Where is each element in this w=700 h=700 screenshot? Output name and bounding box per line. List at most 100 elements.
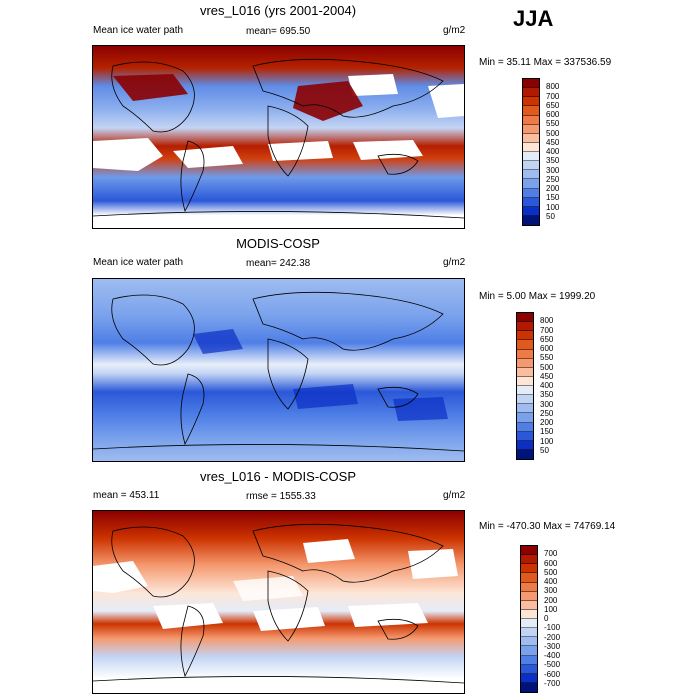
colorbar-swatch [521, 600, 537, 610]
colorbar-swatch [517, 440, 533, 450]
colorbar-swatch [521, 555, 537, 565]
panel-1-mean-label: mean= 695.50 [246, 26, 311, 37]
colorbar-swatch [521, 573, 537, 583]
panel-3-map [92, 510, 465, 694]
colorbar-tick-label: 500 [540, 362, 554, 372]
colorbar-tick-label: -200 [544, 632, 561, 642]
colorbar-swatch [523, 106, 539, 116]
colorbar-swatch [523, 133, 539, 143]
colorbar-tick-label: -300 [544, 641, 561, 651]
colorbar-swatch [523, 124, 539, 134]
panel-3-minmax: Min = -470.30 Max = 74769.14 [479, 521, 616, 532]
colorbar-tick-label: 500 [544, 567, 558, 577]
panel-3-coastlines [93, 523, 464, 684]
colorbar-swatch [521, 664, 537, 674]
panel-3-map-svg [93, 511, 464, 693]
panel-1-coastlines [93, 58, 464, 219]
panel-1-colorbar [522, 78, 540, 226]
colorbar-swatch [523, 152, 539, 162]
colorbar-tick-label: -400 [544, 651, 561, 660]
colorbar-tick-label: 300 [546, 165, 560, 175]
colorbar-tick-label: 100 [540, 436, 554, 446]
colorbar-swatch [521, 591, 537, 601]
colorbar-tick-label: 650 [540, 334, 554, 344]
colorbar-tick-label: -700 [544, 678, 561, 688]
panel-2-variable-label: Mean ice water path [93, 257, 184, 268]
colorbar-tick-label: 200 [546, 184, 560, 193]
colorbar-tick-label: 700 [540, 325, 554, 335]
colorbar-tick-label: 800 [540, 316, 554, 326]
colorbar-swatch [523, 170, 539, 180]
colorbar-swatch [523, 188, 539, 198]
colorbar-tick-label: 300 [544, 586, 558, 596]
colorbar-tick-label: 250 [546, 174, 560, 184]
colorbar-swatch [517, 404, 533, 414]
colorbar-swatch [517, 349, 533, 359]
panel-3-units: g/m2 [443, 490, 466, 501]
colorbar-swatch [523, 206, 539, 216]
panel-1-units: g/m2 [443, 25, 466, 36]
panel-2-low-patches [193, 329, 448, 421]
colorbar-tick-label: 550 [546, 119, 560, 129]
panel-3-missing-data-patches [93, 539, 458, 631]
colorbar-swatch [517, 376, 533, 386]
panel-2-title: MODIS-COSP [236, 236, 320, 251]
colorbar-tick-label: 0 [544, 614, 549, 623]
panel-2-minmax: Min = 5.00 Max = 1999.20 [479, 291, 596, 302]
panel-2-units: g/m2 [443, 257, 466, 268]
colorbar-swatch [517, 331, 533, 341]
colorbar-swatch [517, 322, 533, 332]
colorbar-tick-label: 200 [544, 595, 558, 605]
colorbar-swatch [521, 646, 537, 656]
colorbar-tick-label: 700 [544, 549, 558, 559]
colorbar-tick-label: 250 [540, 408, 554, 418]
colorbar-swatch [517, 386, 533, 396]
colorbar-swatch [517, 431, 533, 441]
colorbar-swatch [523, 79, 539, 89]
colorbar-swatch [523, 197, 539, 207]
colorbar-tick-label: 150 [540, 427, 554, 437]
panel-1-title: vres_L016 (yrs 2001-2004) [199, 3, 357, 18]
colorbar-swatch [521, 619, 537, 629]
panel-2-colorbar [516, 312, 534, 460]
colorbar-swatch [521, 582, 537, 592]
colorbar-tick-label: 150 [546, 193, 560, 203]
colorbar-tick-label: 600 [544, 558, 558, 568]
colorbar-swatch [517, 413, 533, 423]
colorbar-tick-label: -100 [544, 623, 561, 633]
colorbar-swatch [517, 367, 533, 377]
colorbar-swatch [523, 161, 539, 171]
colorbar-swatch [523, 115, 539, 125]
colorbar-tick-label: 550 [540, 353, 554, 363]
colorbar-tick-label: 400 [540, 381, 554, 390]
colorbar-swatch [521, 546, 537, 556]
panel-1-missing-data-patches [93, 74, 464, 171]
colorbar-tick-label: 350 [546, 156, 560, 166]
panel-1-high-patches [113, 74, 363, 121]
panel-3-title: vres_L016 - MODIS-COSP [199, 469, 357, 484]
colorbar-swatch [517, 340, 533, 350]
colorbar-tick-label: -600 [544, 669, 561, 679]
panel-2-coastlines [93, 291, 464, 452]
colorbar-tick-label: 500 [546, 128, 560, 138]
colorbar-tick-label: 400 [544, 577, 558, 586]
panel-2-map-svg [93, 279, 464, 461]
panel-1-variable-label: Mean ice water path [93, 25, 184, 36]
colorbar-swatch [523, 142, 539, 152]
colorbar-tick-label: 100 [546, 202, 560, 212]
colorbar-swatch [521, 637, 537, 647]
colorbar-tick-label: 650 [546, 100, 560, 110]
panel-2-mean-label: mean= 242.38 [246, 258, 311, 269]
panel-1-minmax: Min = 35.11 Max = 337536.59 [479, 57, 612, 68]
colorbar-swatch [517, 358, 533, 368]
colorbar-tick-label: 100 [544, 604, 558, 614]
colorbar-swatch [521, 609, 537, 619]
colorbar-swatch [523, 215, 539, 225]
colorbar-swatch [521, 655, 537, 665]
colorbar-swatch [521, 682, 537, 692]
colorbar-swatch [521, 673, 537, 683]
colorbar-tick-label: 700 [546, 91, 560, 101]
panel-2-map [92, 278, 465, 462]
colorbar-swatch [523, 88, 539, 98]
colorbar-tick-label: 600 [546, 110, 560, 119]
